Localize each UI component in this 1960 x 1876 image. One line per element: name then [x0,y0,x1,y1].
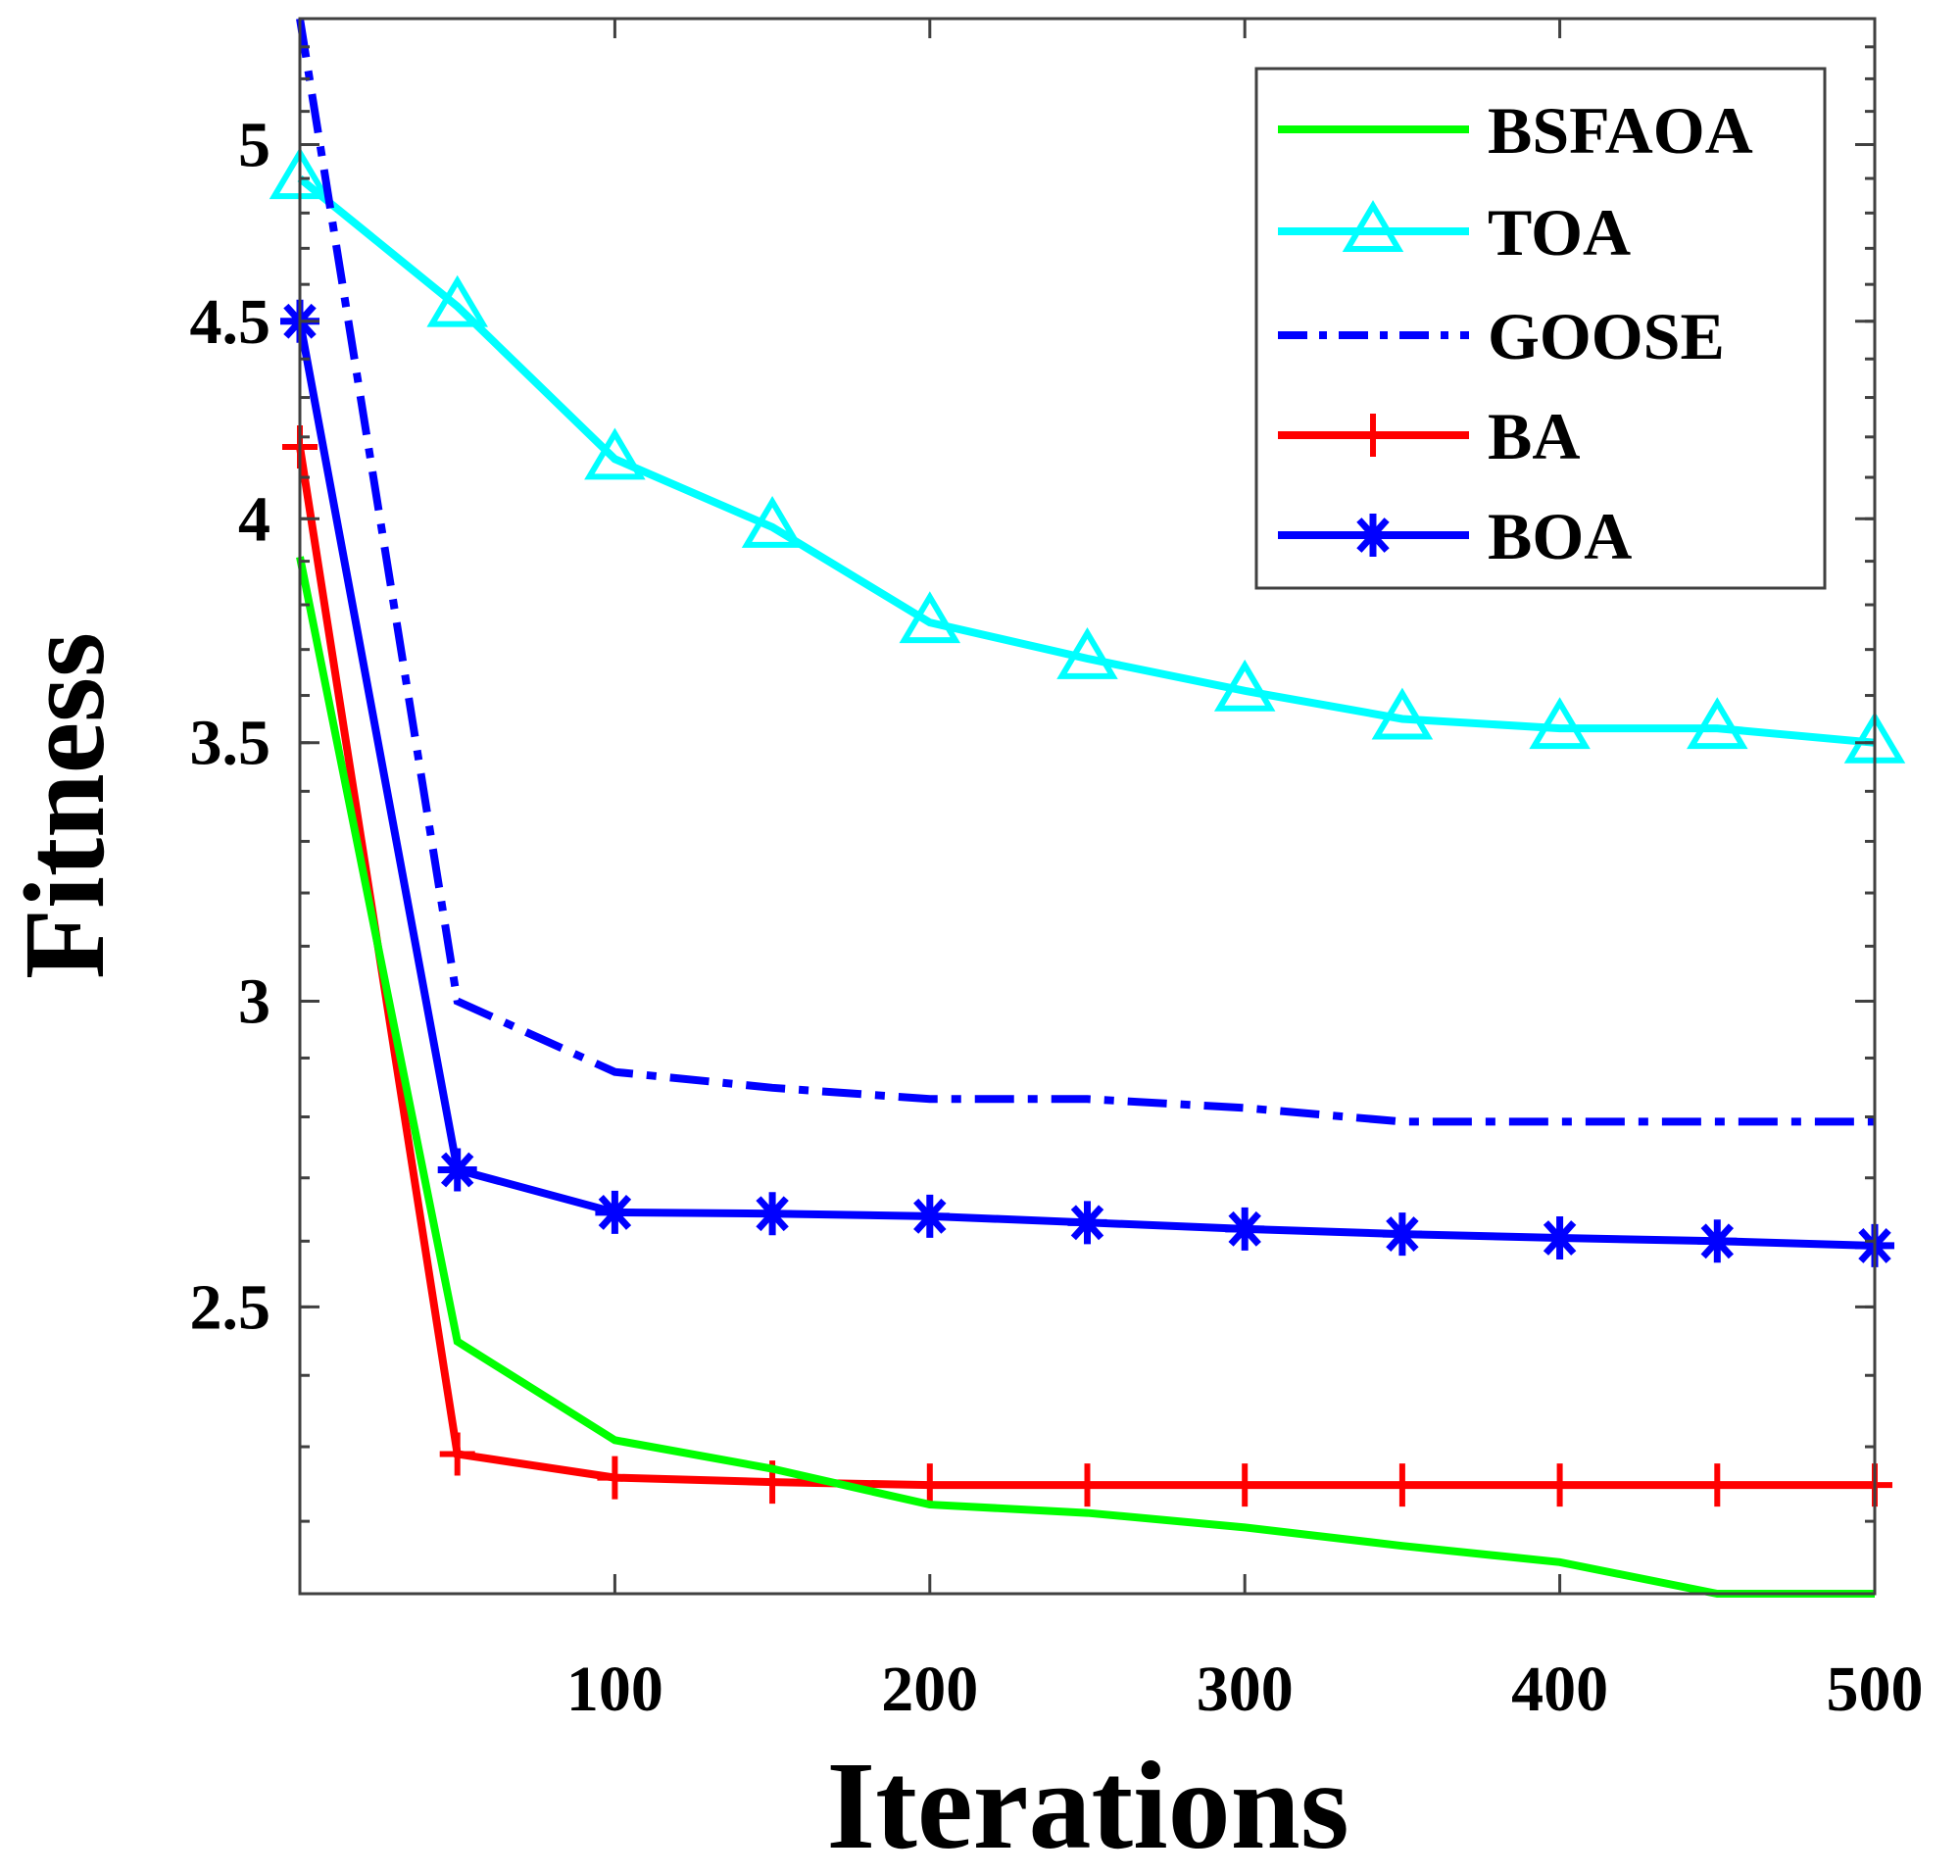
legend-label: BSFAOA [1488,93,1753,168]
data-point-plus [1699,1463,1736,1507]
data-point-plus [439,1432,475,1476]
series-bsfaoa [296,556,1875,1598]
data-point-asterisk [1067,1201,1107,1245]
x-tick-label: 200 [881,1654,978,1725]
data-point-asterisk [753,1192,793,1236]
data-point-asterisk [1353,514,1393,557]
data-point-triangle [584,427,646,480]
data-point-triangle [1213,659,1276,712]
data-point-plus [597,1456,633,1500]
data-point-asterisk [1697,1219,1738,1263]
legend-item-ba: BA [1278,399,1580,473]
x-axis-label: Iterations [826,1736,1348,1875]
data-point-triangle [1342,200,1404,252]
x-tick-label: 400 [1511,1654,1608,1725]
series-toa [269,147,1906,764]
data-point-plus [911,1463,948,1507]
legend: BSFAOA TOA GOOSE BA BOA [1254,67,1827,590]
legend-item-bsfaoa: BSFAOA [1278,93,1753,168]
legend-label: BA [1488,399,1580,473]
legend-label: TOA [1488,195,1631,270]
series-line [296,18,1875,1126]
legend-label: GOOSE [1488,299,1725,373]
data-point-plus [1542,1463,1578,1507]
data-point-asterisk [1382,1212,1422,1257]
legend-box [1254,67,1827,590]
data-point-triangle [1687,697,1748,750]
data-point-triangle [899,591,961,644]
data-point-asterisk [1225,1207,1265,1251]
y-tick-label: 2.5 [190,1271,271,1343]
data-point-triangle [426,274,488,327]
y-tick-label: 4 [238,483,270,555]
data-point-triangle [1529,697,1591,750]
data-point-asterisk [595,1190,635,1234]
data-point-plus [1227,1463,1263,1507]
legend-item-toa: TOA [1278,195,1631,270]
legend-label: BOA [1488,499,1632,573]
plot-marks [269,18,1906,1598]
x-tick-label: 100 [566,1654,663,1725]
series-line [296,446,1875,1490]
y-tick-label: 3.5 [190,708,271,779]
axis-ticks: 100 200 300 400 500 2.5 3 3.5 4 4.5 5 [190,19,1924,1725]
data-point-triangle [1056,627,1118,679]
x-tick-label: 300 [1197,1654,1294,1725]
y-axis-label: Fitness [0,632,128,979]
legend-item-goose: GOOSE [1278,299,1725,373]
data-point-plus [1355,414,1391,457]
data-point-asterisk [1540,1216,1580,1260]
series-line [297,174,1876,747]
y-tick-label: 3 [238,965,270,1037]
data-point-plus [1069,1463,1105,1507]
series-goose [296,18,1875,1126]
series-line [296,556,1875,1598]
plot-frame [298,17,1877,1596]
data-point-asterisk [909,1194,950,1238]
data-point-asterisk [437,1148,477,1192]
legend-item-boa: BOA [1278,499,1632,573]
data-point-triangle [1371,687,1434,740]
x-tick-label: 500 [1827,1654,1924,1725]
y-tick-label: 4.5 [190,286,271,358]
data-point-plus [1384,1463,1420,1507]
data-point-triangle [741,495,804,548]
y-tick-label: 5 [238,110,270,181]
